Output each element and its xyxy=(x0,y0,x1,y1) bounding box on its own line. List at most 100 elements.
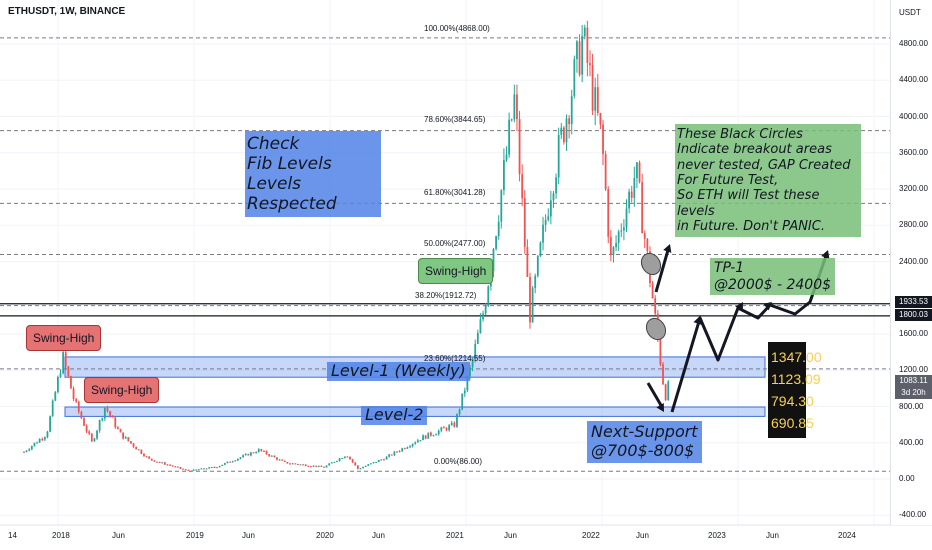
candle-body xyxy=(156,461,158,463)
candle-body xyxy=(195,469,198,471)
price-tick: 2400.00 xyxy=(899,256,928,266)
candle-body xyxy=(184,469,187,471)
note-line: Levels Respected xyxy=(247,174,337,215)
fib-label: 50.00%(2477.00) xyxy=(424,239,486,248)
time-tick: Jun xyxy=(766,531,779,540)
candle-body xyxy=(609,236,612,255)
time-tick: Jun xyxy=(372,531,385,540)
candle-body xyxy=(150,458,153,461)
candle-body xyxy=(283,460,286,462)
candle-body xyxy=(127,437,130,442)
candle-body xyxy=(101,418,104,421)
candle-body xyxy=(143,453,145,457)
candle-body xyxy=(456,414,458,427)
candle-body xyxy=(555,177,557,194)
time-tick: 2024 xyxy=(838,531,856,540)
candle-body xyxy=(90,433,93,442)
candle-body xyxy=(487,286,490,306)
note-line: Fib Levels xyxy=(247,154,332,175)
candle-body xyxy=(432,435,435,437)
candle-body xyxy=(542,224,544,243)
candle-body xyxy=(448,425,451,431)
candle-body xyxy=(57,376,59,393)
time-tick: 2022 xyxy=(582,531,600,540)
candle-body xyxy=(662,364,664,385)
price-axis[interactable] xyxy=(890,0,932,525)
candle-body xyxy=(239,457,242,459)
candle-body xyxy=(210,466,213,468)
price-level: 690.85 xyxy=(771,415,814,431)
arrow-head xyxy=(656,403,664,412)
fib-label: 100.00%(4868.00) xyxy=(424,24,490,33)
arrow-head xyxy=(735,302,743,311)
candle-body xyxy=(547,216,550,220)
note-line: in Future. Don't PANIC. xyxy=(677,218,825,234)
candle-body xyxy=(268,454,271,457)
candle-body xyxy=(192,469,195,471)
candle-body xyxy=(643,233,646,239)
note-line: @2000$ - 2400$ xyxy=(714,276,832,293)
arrow-line xyxy=(654,249,670,293)
time-tick: Jun xyxy=(504,531,517,540)
candle-body xyxy=(617,231,620,243)
candle-body xyxy=(390,454,393,456)
candle-body xyxy=(573,59,576,97)
note-line: Next-Support xyxy=(591,422,698,441)
candle-body xyxy=(565,118,568,143)
candle-body xyxy=(372,462,375,464)
candle-body xyxy=(302,464,304,466)
level1-label: Level-1 (Weekly) xyxy=(327,361,470,381)
candle-body xyxy=(367,464,370,466)
note-line: Check xyxy=(247,134,300,154)
candle-body xyxy=(510,119,513,121)
candle-body xyxy=(651,283,654,299)
candle-body xyxy=(291,463,294,465)
candle-body xyxy=(612,247,615,255)
candle-body xyxy=(596,87,599,114)
candle-body xyxy=(380,459,383,461)
candle-body xyxy=(169,464,171,466)
countdown-badge: 3d 20h xyxy=(895,387,932,399)
candle-body xyxy=(296,463,299,465)
candle-body xyxy=(70,376,72,389)
chart-title: ETHUSDT, 1W, BINANCE xyxy=(8,6,126,17)
candle-body xyxy=(153,460,156,462)
candle-body xyxy=(578,41,581,75)
price-tick: 4800.00 xyxy=(899,39,928,48)
candle-body xyxy=(388,454,391,457)
time-tick: 14 xyxy=(8,531,17,540)
candle-body xyxy=(276,457,278,460)
candle-body xyxy=(294,463,297,465)
note-line: Indicate breakout areas xyxy=(677,142,832,158)
note-line: TP-1 xyxy=(714,260,745,276)
candle-body xyxy=(278,459,281,461)
candle-body xyxy=(492,248,495,271)
candle-body xyxy=(636,162,638,179)
candle-body xyxy=(356,465,359,470)
candle-body xyxy=(414,442,417,444)
candle-body xyxy=(72,388,75,399)
candle-body xyxy=(445,427,448,431)
time-tick: Jun xyxy=(242,531,255,540)
candle-body xyxy=(221,464,224,466)
black-circles-note: These Black Circles Indicate breakout ar… xyxy=(675,124,861,238)
candle-body xyxy=(122,432,125,439)
projection-path xyxy=(670,255,828,413)
candle-body xyxy=(401,448,404,452)
candle-body xyxy=(28,449,31,451)
candle-body xyxy=(176,466,179,468)
arrow-head xyxy=(693,316,702,325)
candle-body xyxy=(474,343,477,359)
candle-body xyxy=(570,96,573,125)
price-tick: 1600.00 xyxy=(899,329,928,338)
candle-body xyxy=(38,439,41,443)
candle-body xyxy=(607,189,610,237)
candle-body xyxy=(385,456,388,460)
candle-body xyxy=(163,462,166,465)
candle-body xyxy=(114,417,117,428)
candle-body xyxy=(622,227,625,231)
candle-body xyxy=(273,455,276,458)
price-tick: 3200.00 xyxy=(899,184,928,193)
candle-body xyxy=(98,420,101,431)
candle-body xyxy=(453,422,456,427)
